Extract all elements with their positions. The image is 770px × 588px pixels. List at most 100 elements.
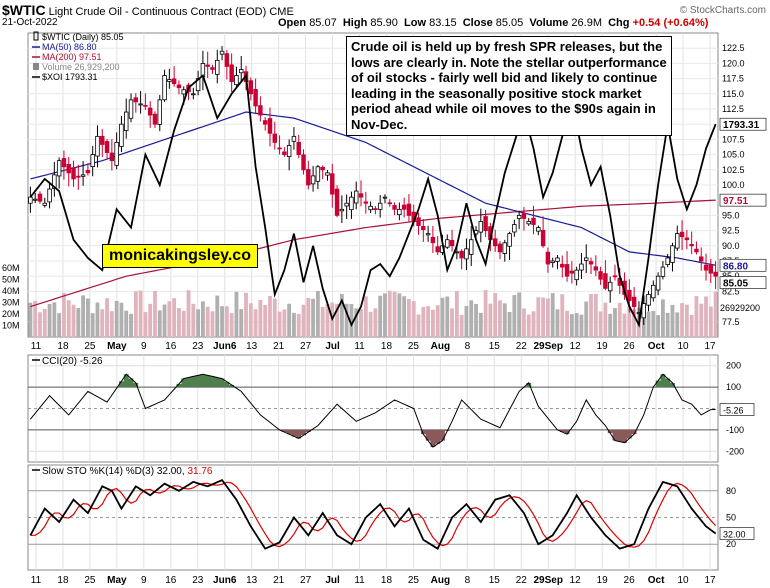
x-tick-label-top: 29Sep bbox=[534, 341, 563, 352]
volume-bar bbox=[689, 314, 694, 337]
volume-bar bbox=[62, 292, 66, 337]
volume-bar bbox=[224, 306, 229, 337]
candle-body bbox=[478, 221, 484, 233]
volume-bar bbox=[157, 310, 162, 337]
price-tick-label: 77.5 bbox=[722, 317, 740, 327]
volume-last-tag: 26929200 bbox=[720, 303, 760, 313]
candle-body bbox=[564, 264, 570, 277]
ma200-line bbox=[30, 199, 716, 308]
volume-bar bbox=[167, 301, 172, 337]
candle-body bbox=[449, 239, 455, 247]
volume-bar bbox=[416, 314, 421, 337]
price-legend-entry: $WTIC (Daily) 85.05 bbox=[42, 32, 124, 42]
x-tick-label-top: 9 bbox=[141, 341, 147, 352]
volume-bar bbox=[483, 290, 488, 337]
volume-bar bbox=[339, 293, 344, 337]
volume-tick-label: 30M bbox=[2, 298, 20, 308]
volume-bar bbox=[378, 295, 383, 337]
volume-bar bbox=[81, 295, 86, 337]
candle-body bbox=[143, 104, 148, 107]
x-tick-label-bottom: Jul bbox=[325, 575, 340, 586]
volume-bar bbox=[569, 314, 574, 337]
candle-body bbox=[262, 120, 268, 125]
price-tick-label: 102.5 bbox=[722, 165, 745, 175]
candle-body bbox=[598, 271, 603, 280]
x-tick-label-top: 18 bbox=[381, 341, 393, 352]
candle-body bbox=[459, 250, 464, 259]
x-tick-label-bottom: Aug bbox=[431, 575, 450, 586]
volume-bar bbox=[133, 291, 138, 337]
candle-body bbox=[157, 99, 162, 125]
candle-body bbox=[124, 111, 129, 131]
candle-body bbox=[651, 284, 656, 299]
volume-bar bbox=[622, 313, 627, 337]
volume-bar bbox=[608, 313, 613, 337]
volume-bar bbox=[522, 308, 526, 337]
x-tick-label-bottom: 18 bbox=[381, 575, 393, 586]
volume-bar bbox=[450, 308, 454, 337]
candle-body bbox=[588, 261, 594, 265]
volume-bar bbox=[555, 309, 560, 337]
volume-bar bbox=[28, 302, 33, 337]
candle-body bbox=[392, 205, 397, 210]
volume-bar bbox=[613, 308, 617, 337]
candle-body bbox=[689, 244, 694, 247]
volume-bar bbox=[584, 301, 589, 337]
volume-bar bbox=[507, 311, 512, 337]
volume-bar bbox=[220, 306, 224, 337]
candle-body bbox=[191, 93, 196, 96]
candle-body bbox=[71, 167, 76, 180]
candle-body bbox=[516, 214, 522, 219]
volume-label: Volume bbox=[529, 17, 569, 29]
volume-bar bbox=[531, 311, 536, 337]
volume-bar bbox=[38, 312, 42, 337]
volume-bar bbox=[632, 309, 637, 337]
volume-bar bbox=[33, 300, 38, 337]
volume-bar bbox=[210, 311, 215, 337]
candle-body bbox=[210, 67, 215, 70]
volume-bar bbox=[76, 307, 81, 337]
volume-bar bbox=[464, 306, 469, 337]
candle-body bbox=[521, 213, 527, 219]
candle-body bbox=[627, 289, 632, 301]
x-tick-label-top: 19 bbox=[597, 341, 609, 352]
volume-bar bbox=[656, 315, 661, 337]
volume-bar bbox=[196, 309, 201, 337]
volume-bar bbox=[368, 311, 373, 337]
volume-bar bbox=[598, 311, 603, 337]
volume-bar bbox=[498, 300, 502, 337]
volume-bar bbox=[129, 313, 133, 337]
brand-label: monicakingsley.co bbox=[102, 244, 258, 268]
candle-body bbox=[454, 251, 460, 254]
low-value: 83.15 bbox=[429, 17, 457, 29]
volume-bar bbox=[550, 293, 555, 337]
xoi-last-tag: 1793.31 bbox=[723, 120, 760, 131]
x-tick-label-top: 16 bbox=[165, 341, 177, 352]
volume-bar bbox=[545, 298, 550, 337]
volume-bar bbox=[292, 312, 296, 337]
volume-bar bbox=[373, 308, 378, 337]
volume-bar bbox=[282, 309, 287, 337]
x-tick-label-top: 23 bbox=[192, 341, 204, 352]
volume-bar bbox=[589, 294, 593, 337]
volume-bar bbox=[354, 308, 359, 337]
x-tick-label-top: 26 bbox=[624, 341, 636, 352]
volume-bar bbox=[234, 291, 239, 337]
volume-bar bbox=[526, 314, 531, 337]
candle-body bbox=[363, 201, 369, 204]
cci-tick-label: -100 bbox=[726, 425, 744, 435]
candle-body bbox=[531, 217, 536, 225]
volume-bar bbox=[153, 290, 157, 337]
price-tick-label: 90.0 bbox=[722, 241, 740, 251]
candle-body bbox=[152, 113, 158, 125]
volume-bar bbox=[593, 293, 598, 337]
candle-body bbox=[320, 166, 325, 171]
price-last-tag: 85.05 bbox=[723, 279, 748, 290]
candle-body bbox=[377, 202, 383, 210]
candle-body bbox=[545, 251, 551, 265]
volume-bar bbox=[699, 303, 704, 337]
candle-body bbox=[296, 141, 301, 155]
sto-tick-label: 80 bbox=[726, 486, 736, 496]
ma50-last-tag: 86.80 bbox=[723, 261, 748, 272]
